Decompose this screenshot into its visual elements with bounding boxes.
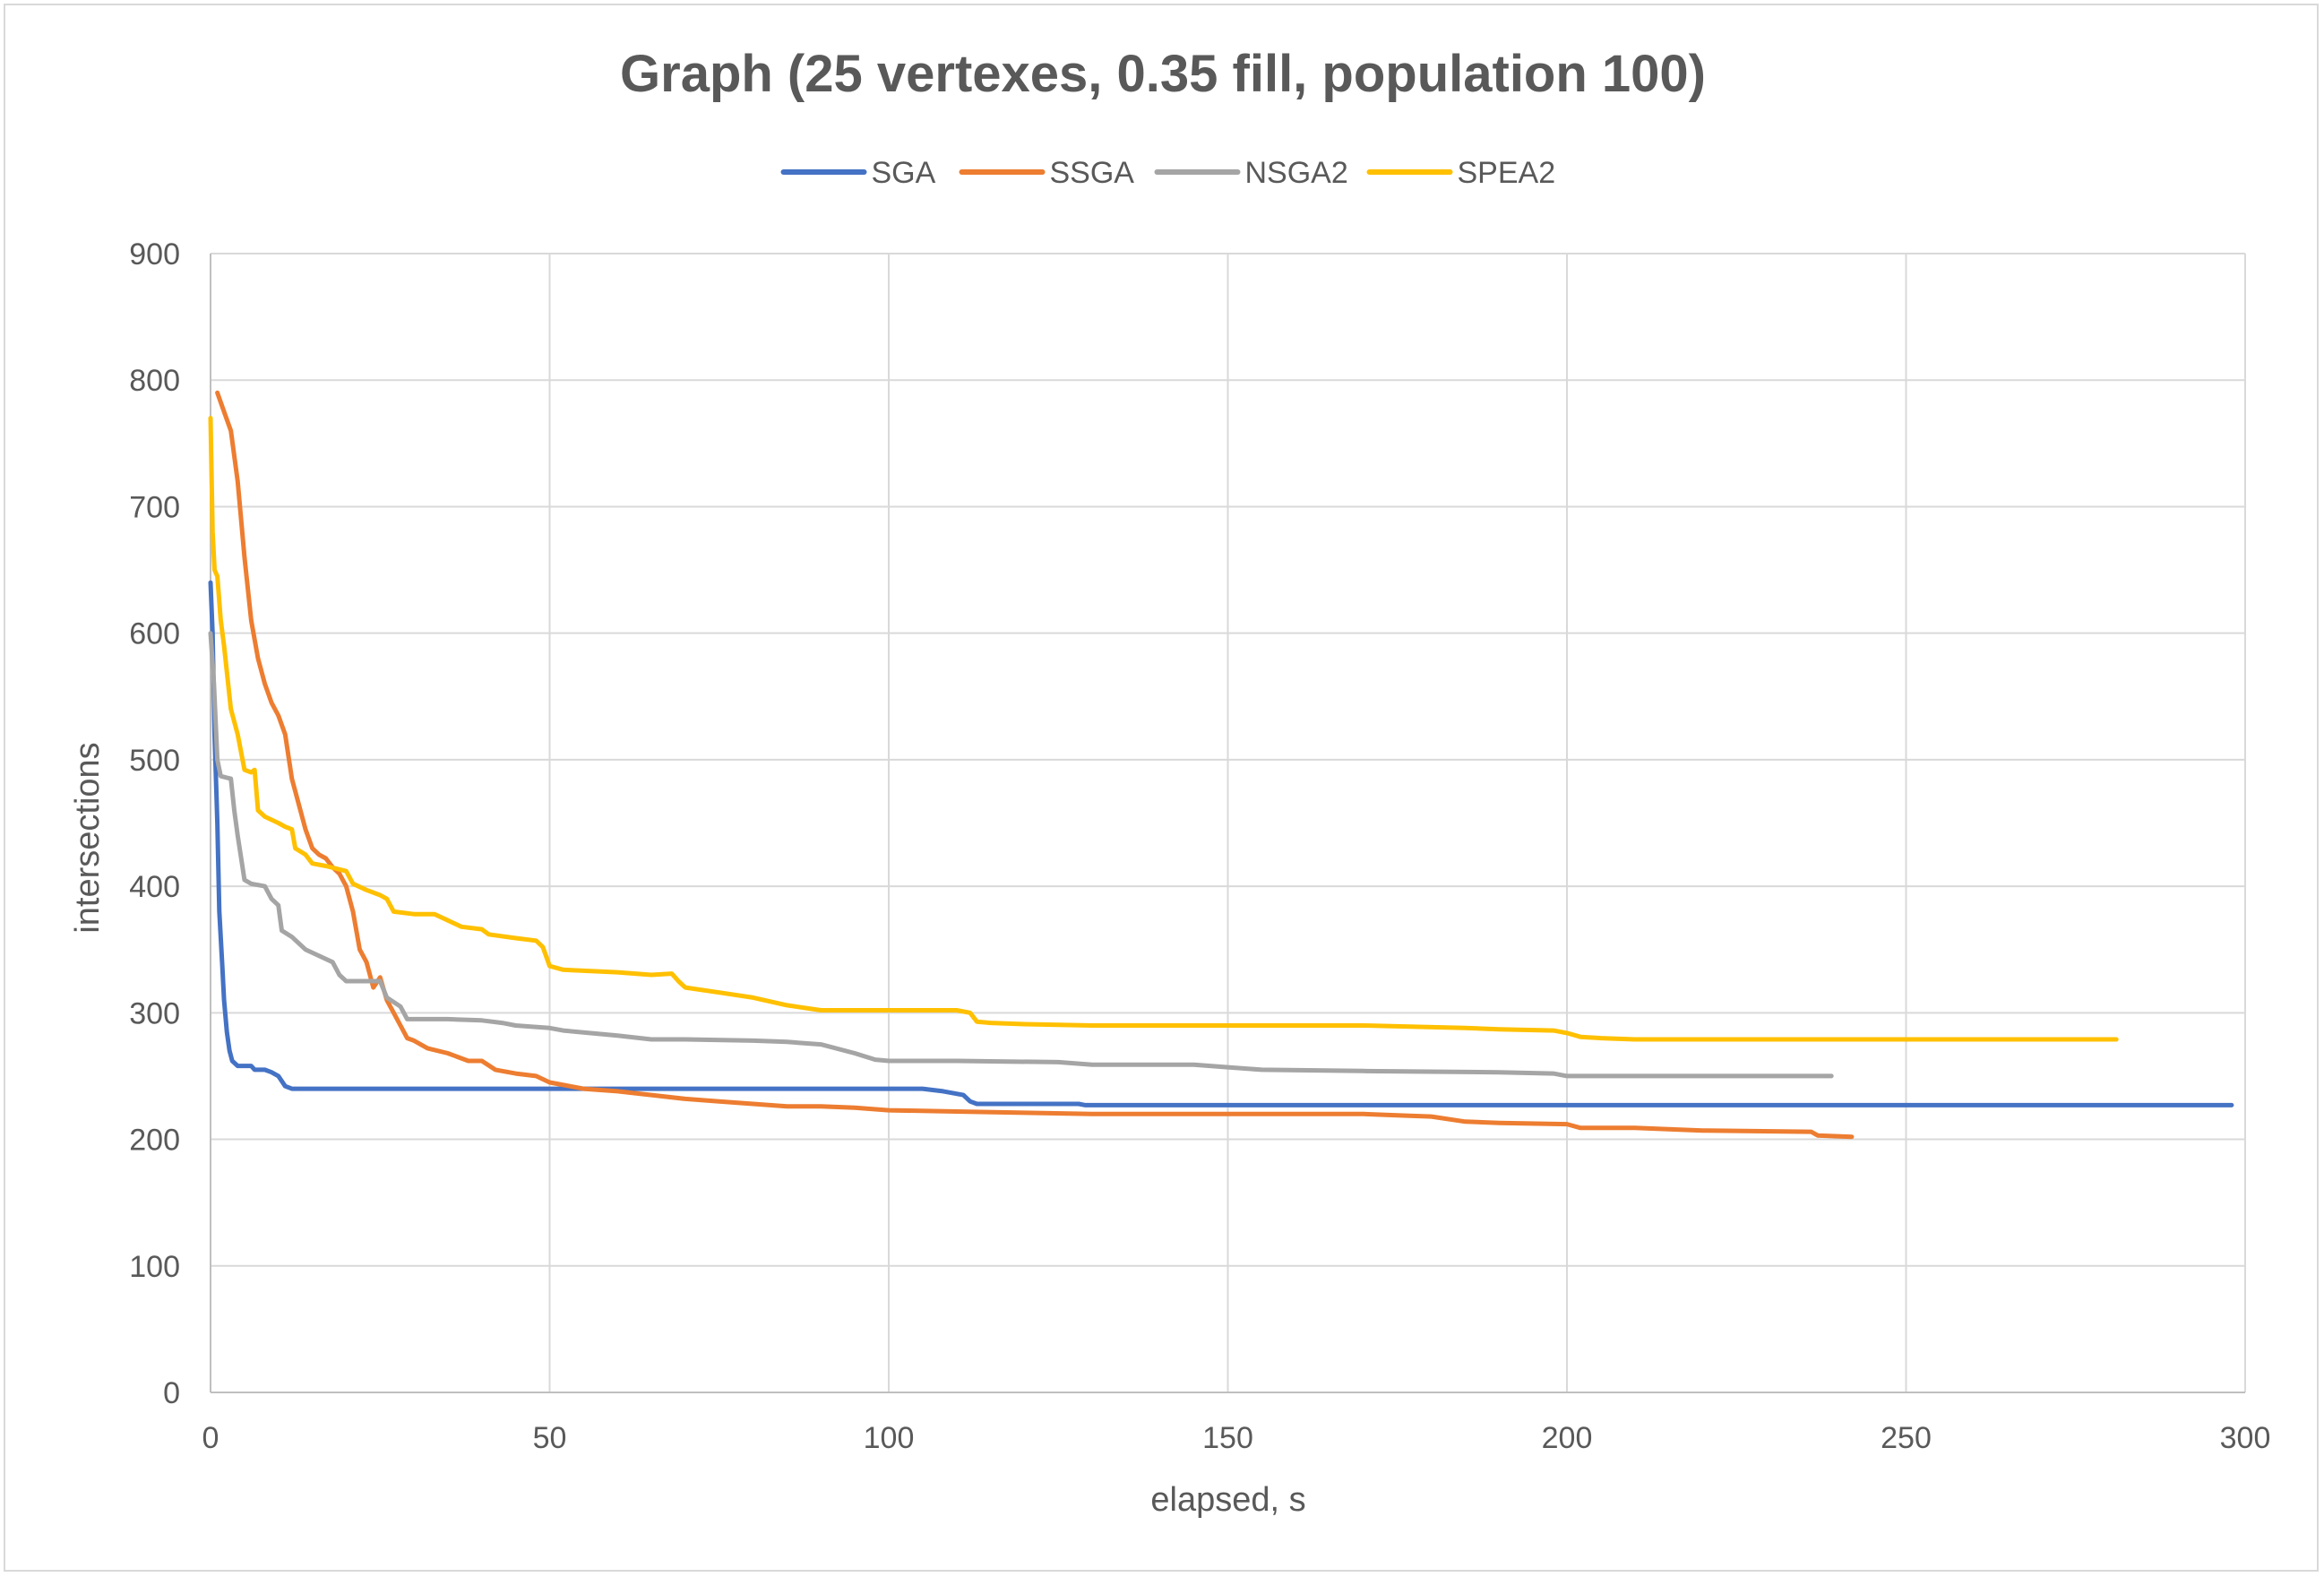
y-tick-label: 500	[129, 744, 180, 778]
y-tick-label: 200	[129, 1124, 180, 1158]
y-tick-label: 100	[129, 1250, 180, 1284]
y-tick-label: 900	[129, 237, 180, 271]
y-tick-label: 0	[163, 1376, 180, 1410]
series-lines	[208, 390, 2234, 1140]
x-tick-label: 300	[2220, 1421, 2271, 1455]
legend-item-spea2: SPEA2	[1366, 156, 1556, 190]
series-line-sga	[208, 580, 2234, 1107]
x-tick-label: 100	[864, 1421, 915, 1455]
legend-label: SSGA	[1050, 156, 1135, 190]
x-tick-label: 200	[1542, 1421, 1593, 1455]
y-tick-label: 600	[129, 617, 180, 651]
series-line-ssga	[215, 390, 1855, 1140]
x-tick-label: 50	[533, 1421, 567, 1455]
x-tick-label: 150	[1202, 1421, 1253, 1455]
x-axis-title: elapsed, s	[1150, 1481, 1305, 1519]
legend-item-ssga: SSGA	[959, 156, 1135, 190]
line-chart: Graph (25 vertexes, 0.35 fill, populatio…	[69, 45, 2270, 1519]
legend-label: SPEA2	[1458, 156, 1556, 190]
x-tick-label: 250	[1881, 1421, 1932, 1455]
y-tick-label: 700	[129, 490, 180, 524]
y-tick-label: 800	[129, 364, 180, 398]
legend: SGA SSGA NSGA2 SPEA2	[780, 156, 1556, 190]
chart-title: Graph (25 vertexes, 0.35 fill, populatio…	[620, 45, 1706, 103]
legend-label: NSGA2	[1245, 156, 1348, 190]
series-line-nsga2	[208, 631, 1834, 1079]
x-tick-label: 0	[202, 1421, 219, 1455]
legend-item-sga: SGA	[780, 156, 936, 190]
legend-label: SGA	[872, 156, 936, 190]
gridlines	[211, 253, 2246, 1392]
y-tick-label: 300	[129, 996, 180, 1030]
legend-item-nsga2: NSGA2	[1154, 156, 1348, 190]
tick-labels: 0 100 200 300 400 500 600 700 800 900 0 50 100 150 200…	[129, 237, 2270, 1455]
y-tick-label: 400	[129, 870, 180, 904]
series-line-spea2	[208, 416, 2119, 1042]
y-axis-title: intersections	[69, 742, 107, 933]
chart-frame: Graph (25 vertexes, 0.35 fill, populatio…	[4, 4, 2319, 1572]
